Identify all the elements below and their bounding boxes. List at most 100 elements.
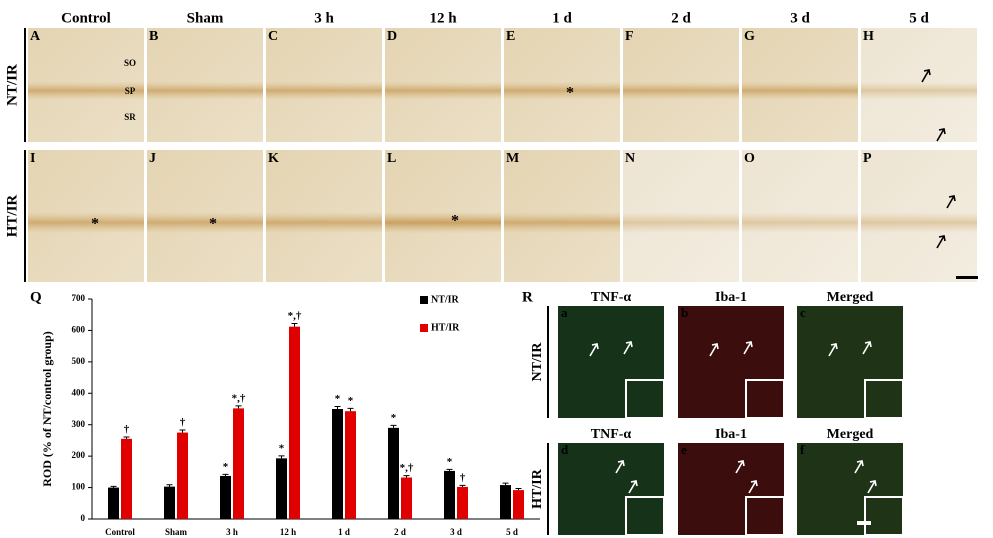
bar [444, 470, 455, 519]
error-bar [502, 482, 509, 486]
arrow-head [625, 341, 633, 348]
bar [220, 475, 231, 519]
column-header: 1 d [552, 10, 572, 26]
panel-letter: B [149, 29, 158, 44]
arrow-head [750, 480, 758, 487]
inset [864, 379, 904, 419]
bar [177, 432, 188, 519]
y-axis-label: ROD (% of NT/control group) [40, 331, 54, 487]
panel-letter: H [863, 29, 874, 44]
pyramidal-layer [504, 212, 620, 234]
panel-letter: M [506, 151, 519, 166]
pyramidal-layer [861, 212, 977, 234]
arrow [862, 341, 871, 355]
panel-letter: E [506, 29, 515, 44]
error-bar [179, 429, 186, 433]
panel-letter: O [744, 151, 755, 166]
significance: *,† [232, 392, 246, 404]
bar [233, 408, 244, 519]
bar [108, 487, 119, 519]
significance: *,† [288, 310, 302, 322]
arrow [946, 195, 955, 209]
error-bar [166, 484, 173, 487]
panel-letter: P [863, 151, 872, 166]
y-tick-label: 400 [72, 387, 86, 397]
x-tick-label: 3 h [226, 527, 238, 537]
arrow-head [856, 460, 864, 467]
legend-swatch [420, 324, 428, 332]
arrow-head [938, 128, 946, 135]
error-bar [123, 436, 130, 439]
panel-letter: f [800, 442, 805, 457]
y-tick-label: 100 [72, 482, 86, 492]
inset [625, 496, 665, 536]
pyramidal-layer [623, 212, 739, 234]
column-header: 5 d [909, 10, 929, 26]
significance: * [279, 442, 285, 454]
significance: † [124, 424, 130, 436]
significance: * [348, 395, 354, 407]
arrow [735, 460, 744, 474]
error-bar [446, 468, 453, 471]
error-bar [515, 488, 522, 491]
arrow [615, 460, 624, 474]
column-header: 3 d [790, 10, 810, 26]
legend-label: NT/IR [431, 294, 460, 305]
legend-swatch [420, 296, 428, 304]
y-tick-label: 300 [72, 419, 86, 429]
arrow [867, 480, 876, 494]
inset [625, 379, 665, 419]
arrow [589, 343, 598, 357]
pyramidal-layer [385, 81, 501, 100]
row-label: NT/IR [4, 64, 20, 106]
significance: † [180, 417, 186, 429]
panel-letter: R [522, 289, 533, 305]
error-bar [291, 323, 298, 327]
x-tick-label: 2 d [394, 527, 406, 537]
scale-bar [857, 521, 871, 525]
column-header: Control [61, 10, 111, 26]
y-tick-label: 200 [72, 450, 86, 460]
significance: * [335, 393, 341, 405]
arrow [921, 69, 930, 83]
inset [745, 379, 785, 419]
panel-letter: Q [30, 289, 42, 305]
arrow [854, 460, 863, 474]
x-tick-label: 5 d [506, 527, 518, 537]
panel-letter: G [744, 29, 755, 44]
column-header: Iba-1 [715, 427, 747, 442]
arrow-head [737, 460, 745, 467]
column-header: 12 h [429, 10, 457, 26]
pyramidal-layer [266, 81, 382, 100]
x-tick-label: 1 d [338, 527, 350, 537]
row-label: NT/IR [530, 342, 545, 382]
significance: * [391, 412, 397, 424]
y-tick-label: 700 [72, 293, 86, 303]
inset [864, 496, 904, 536]
pyramidal-layer [742, 212, 858, 234]
bar [121, 438, 132, 519]
panel-letter: e [681, 442, 687, 457]
scale-bar [956, 276, 978, 279]
y-tick-label: 500 [72, 356, 86, 366]
panel-letter: L [387, 151, 396, 166]
bar [500, 485, 511, 519]
arrow-head [830, 343, 838, 350]
panel-letter: D [387, 29, 397, 44]
error-bar [278, 455, 285, 459]
panel-letter: A [30, 29, 41, 44]
pyramidal-layer [147, 212, 263, 234]
significance: * [447, 456, 453, 468]
pyramidal-layer [266, 212, 382, 234]
bar [513, 490, 524, 519]
bar [332, 409, 343, 519]
pyramidal-layer [504, 81, 620, 100]
arrow-head [869, 480, 877, 487]
panel-letter: C [268, 29, 278, 44]
y-tick-label: 0 [81, 513, 86, 523]
inset [745, 496, 785, 536]
bar [457, 486, 468, 519]
x-tick-label: Sham [165, 527, 188, 537]
arrow [936, 235, 945, 249]
